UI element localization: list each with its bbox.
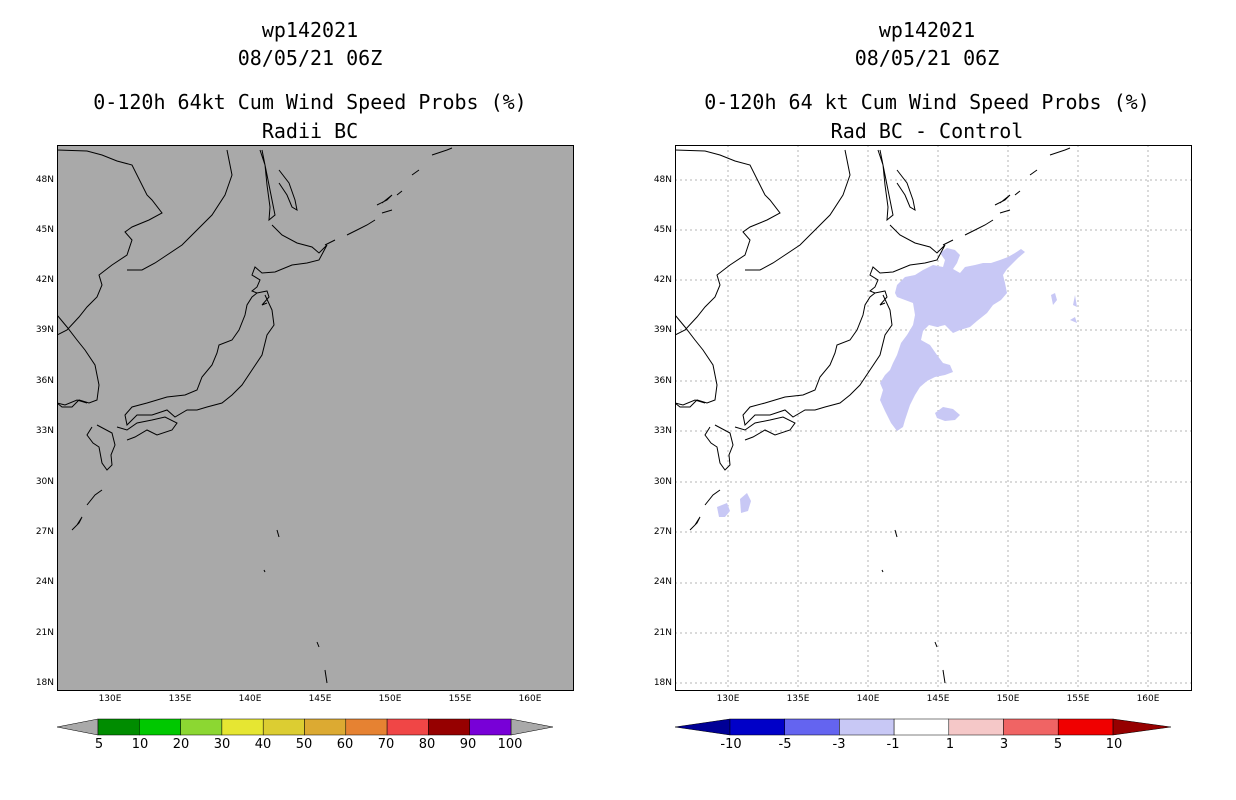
left-colorbar-label: 5 xyxy=(94,737,104,752)
right-colorbar-segment xyxy=(1057,718,1114,736)
left-colorbar-label: 90 xyxy=(459,737,477,752)
right-colorbar-label: -1 xyxy=(886,737,900,752)
left-colorbar-segment xyxy=(221,718,264,736)
right-lat-label: 48N xyxy=(653,175,672,185)
right-storm-id: wp142021 xyxy=(878,18,976,42)
right-colorbar-label: 10 xyxy=(1105,737,1123,752)
left-lat-label: 27N xyxy=(35,527,54,537)
left-colorbar-label: 10 xyxy=(131,737,149,752)
left-lon-label: 160E xyxy=(518,694,542,704)
right-colorbar-label: 5 xyxy=(1053,737,1063,752)
left-lat-label: 21N xyxy=(35,628,54,638)
right-lat-label: 21N xyxy=(653,628,672,638)
left-colorbar-label: 30 xyxy=(213,737,231,752)
left-map-background xyxy=(57,145,574,691)
right-colorbar-high-arrow xyxy=(1112,718,1172,736)
right-lat-label: 39N xyxy=(653,325,672,335)
right-colorbar-label: -10 xyxy=(720,737,742,752)
right-coastlines xyxy=(675,147,1071,684)
left-lat-label: 30N xyxy=(35,477,54,487)
left-colorbar-label: 70 xyxy=(377,737,395,752)
right-colorbar xyxy=(675,718,1172,736)
left-coastlines xyxy=(57,147,453,684)
right-colorbar-label: 3 xyxy=(999,737,1009,752)
left-lat-label: 48N xyxy=(35,175,54,185)
left-colorbar-segment xyxy=(97,718,140,736)
right-map xyxy=(675,145,1192,691)
left-lon-label: 155E xyxy=(448,694,472,704)
right-lat-label: 33N xyxy=(653,426,672,436)
right-lon-label: 145E xyxy=(926,694,950,704)
left-colorbar-label: 80 xyxy=(418,737,436,752)
right-lon-label: 160E xyxy=(1136,694,1160,704)
left-colorbar-label: 40 xyxy=(254,737,272,752)
right-map-frame xyxy=(675,145,1192,691)
right-lat-label: 45N xyxy=(653,225,672,235)
right-probability-difference-shading xyxy=(717,248,1077,517)
left-colorbar-label: 50 xyxy=(295,737,313,752)
right-colorbar-segment xyxy=(729,718,785,736)
right-colorbar-segment xyxy=(784,718,840,736)
right-map-background xyxy=(675,145,1192,691)
right-colorbar-segment xyxy=(948,718,1004,736)
right-lat-label: 18N xyxy=(653,678,672,688)
left-map-frame xyxy=(57,145,574,691)
left-colorbar-segment xyxy=(139,718,181,736)
right-product-title: 0-120h 64 kt Cum Wind Speed Probs (%) xyxy=(704,90,1150,114)
right-colorbar-label: 1 xyxy=(945,737,955,752)
left-subtitle: Radii BC xyxy=(261,119,359,143)
left-lat-label: 39N xyxy=(35,325,54,335)
left-colorbar-segment xyxy=(469,718,512,736)
left-lon-label: 130E xyxy=(98,694,122,704)
left-lat-label: 24N xyxy=(35,577,54,587)
left-map xyxy=(57,145,574,691)
left-datetime: 08/05/21 06Z xyxy=(237,46,383,70)
right-lat-label: 36N xyxy=(653,376,672,386)
right-lon-label: 135E xyxy=(786,694,810,704)
right-lon-label: 155E xyxy=(1066,694,1090,704)
left-colorbar-segment xyxy=(180,718,223,736)
left-lat-label: 36N xyxy=(35,376,54,386)
right-map-gridlines xyxy=(675,145,1192,691)
right-lat-label: 30N xyxy=(653,477,672,487)
right-colorbar-segment xyxy=(1003,718,1059,736)
left-colorbar-segment xyxy=(386,718,429,736)
left-colorbar-segment xyxy=(428,718,470,736)
left-lat-label: 33N xyxy=(35,426,54,436)
right-datetime: 08/05/21 06Z xyxy=(854,46,1000,70)
left-storm-id: wp142021 xyxy=(261,18,359,42)
right-colorbar-segment xyxy=(893,718,950,736)
left-lat-label: 45N xyxy=(35,225,54,235)
left-colorbar-label: 20 xyxy=(172,737,190,752)
left-lon-label: 150E xyxy=(378,694,402,704)
left-lon-label: 145E xyxy=(308,694,332,704)
right-lat-label: 24N xyxy=(653,577,672,587)
right-colorbar-low-arrow xyxy=(675,718,731,736)
left-colorbar-high-arrow xyxy=(510,718,554,736)
left-colorbar-label: 100 xyxy=(497,737,523,752)
right-lon-label: 150E xyxy=(996,694,1020,704)
right-lon-label: 140E xyxy=(856,694,880,704)
left-colorbar-label: 60 xyxy=(336,737,354,752)
left-lat-label: 42N xyxy=(35,275,54,285)
left-colorbar-segment xyxy=(345,718,388,736)
right-lat-label: 27N xyxy=(653,527,672,537)
left-colorbar-low-arrow xyxy=(57,718,99,736)
right-lon-label: 130E xyxy=(716,694,740,704)
left-colorbar-segment xyxy=(304,718,347,736)
right-colorbar-label: -5 xyxy=(778,737,792,752)
left-colorbar xyxy=(57,718,554,736)
right-colorbar-segment xyxy=(839,718,895,736)
left-colorbar-segment xyxy=(262,718,305,736)
left-lat-label: 18N xyxy=(35,678,54,688)
right-colorbar-label: -3 xyxy=(832,737,846,752)
left-lon-label: 140E xyxy=(238,694,262,704)
right-lat-label: 42N xyxy=(653,275,672,285)
left-product-title: 0-120h 64kt Cum Wind Speed Probs (%) xyxy=(93,90,527,114)
right-subtitle: Rad BC - Control xyxy=(830,119,1024,143)
left-lon-label: 135E xyxy=(168,694,192,704)
